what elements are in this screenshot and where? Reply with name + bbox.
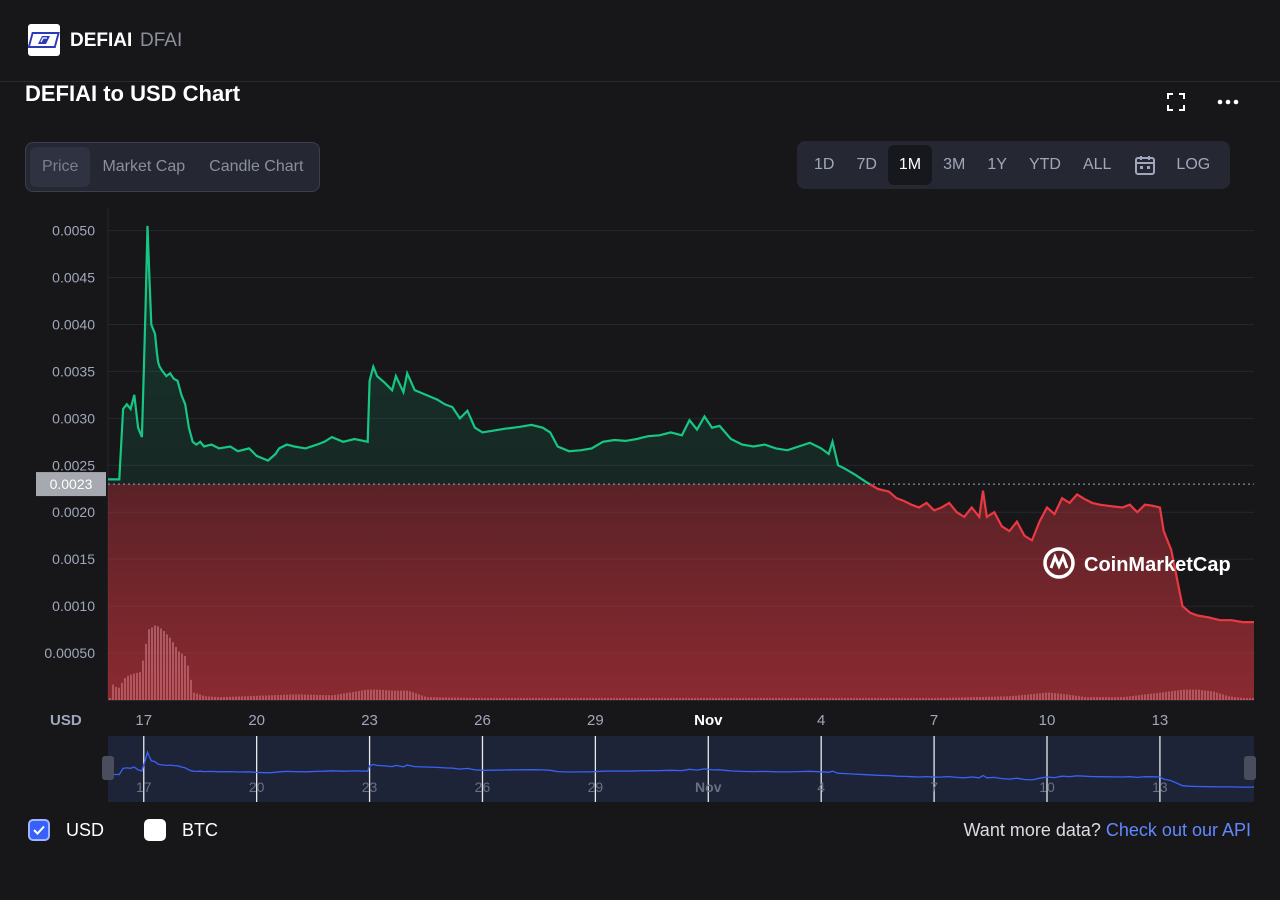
y-tick-label-9: 0.0050	[52, 223, 95, 239]
y-tick-label-6: 0.0035	[52, 363, 95, 379]
y-tick-label-4: 0.0025	[52, 457, 95, 473]
range-1m[interactable]: 1M	[887, 145, 933, 185]
date-range-button[interactable]	[1122, 145, 1168, 185]
y-tick-label-0: 0.00050	[44, 645, 95, 661]
chart-title: DEFIAI to USD Chart	[25, 81, 241, 106]
tab-price[interactable]: Price	[30, 147, 91, 187]
more-data-text: Want more data?	[963, 820, 1101, 840]
x-tick-label-7: 7	[930, 712, 938, 729]
y-tick-label-2: 0.0015	[52, 551, 95, 567]
btc-label: BTC	[182, 819, 219, 840]
reference-price-label: 0.0023	[50, 476, 93, 492]
price-area-down	[108, 484, 1254, 700]
tab-market-cap[interactable]: Market Cap	[102, 158, 186, 175]
price-line-up	[108, 225, 872, 485]
navigator[interactable]: 17 20 23 26 29 Nov 4 7 10 13	[102, 736, 1256, 802]
currency-toggles: USD BTC	[28, 819, 258, 841]
y-tick-label-7: 0.0040	[52, 316, 95, 332]
y-axis-labels: 0.00050 0.0010 0.0015 0.0020 0.0025 0.0030 0.0…	[44, 223, 95, 661]
navigator-background	[108, 736, 1254, 802]
price-chart[interactable]: 0.00050 0.0010 0.0015 0.0020 0.0025 0.0030 0.0…	[0, 200, 1280, 810]
more-options-button[interactable]	[1214, 88, 1242, 116]
x-tick-label-1: 20	[248, 712, 265, 729]
navigator-grid	[143, 736, 1161, 802]
x-tick-label-6: 4	[817, 712, 825, 729]
usd-checkbox[interactable]	[28, 819, 50, 841]
range-all[interactable]: ALL	[1082, 156, 1112, 173]
navigator-tick-label-5: Nov	[695, 779, 722, 795]
fullscreen-button[interactable]	[1162, 88, 1190, 116]
coin-symbol: DFAI	[140, 30, 183, 51]
time-range-selector: 1D 7D 1M 3M 1Y YTD ALL LOG	[797, 141, 1231, 189]
more-icon	[1217, 99, 1239, 105]
navigator-series	[108, 750, 1254, 788]
range-7d[interactable]: 7D	[856, 156, 877, 173]
y-tick-label-5: 0.0030	[52, 410, 95, 426]
watermark-text: CoinMarketCap	[1084, 554, 1231, 576]
reference-price-box	[36, 472, 106, 497]
fullscreen-icon	[1167, 93, 1185, 111]
y-tick-label-3: 0.0020	[52, 504, 95, 520]
range-ytd[interactable]: YTD	[1028, 156, 1061, 173]
coin-logo	[27, 24, 60, 56]
price-line-down	[867, 484, 1254, 624]
x-tick-label-4: 29	[587, 712, 604, 729]
x-tick-label-0: 17	[135, 712, 152, 729]
api-link[interactable]: Check out our API	[1105, 820, 1251, 840]
navigator-left-handle[interactable]	[102, 756, 114, 780]
btc-checkbox[interactable]	[144, 819, 167, 841]
navigator-right-handle[interactable]	[1244, 756, 1256, 780]
navigator-tick-label-2: 23	[362, 779, 378, 795]
y-tick-label-1: 0.0010	[52, 598, 95, 614]
navigator-tick-label-6: 4	[817, 779, 825, 795]
x-tick-label-3: 26	[474, 712, 491, 729]
tab-candle-chart[interactable]: Candle Chart	[209, 158, 304, 175]
x-tick-label-9: 13	[1152, 712, 1169, 729]
defiai-logo-icon	[27, 32, 60, 48]
y-tick-label-8: 0.0045	[52, 270, 95, 286]
range-1y[interactable]: 1Y	[987, 156, 1007, 173]
navigator-tick-label-1: 20	[249, 779, 265, 795]
navigator-labels: 17 20 23 26 29 Nov 4 7 10 13	[136, 779, 1168, 795]
navigator-tick-label-9: 13	[1152, 779, 1168, 795]
x-tick-label-5: Nov	[694, 712, 723, 729]
usd-label: USD	[66, 819, 105, 840]
coin-name: DEFIAI	[70, 30, 133, 51]
navigator-tick-label-8: 10	[1039, 779, 1055, 795]
watermark: CoinMarketCap	[1043, 547, 1231, 579]
calendar-icon	[1135, 156, 1156, 175]
navigator-tick-label-4: 29	[588, 779, 604, 795]
x-axis-labels: 17 20 23 26 29 Nov 4 7 10 13	[135, 712, 1168, 729]
x-tick-label-2: 23	[361, 712, 378, 729]
more-data-prompt: Want more data? Check out our API	[963, 820, 1251, 841]
navigator-tick-label-7: 7	[930, 779, 938, 795]
log-scale-toggle[interactable]: LOG	[1176, 156, 1211, 173]
range-3m[interactable]: 3M	[943, 156, 966, 173]
x-tick-label-8: 10	[1039, 712, 1056, 729]
range-1d[interactable]: 1D	[814, 156, 835, 173]
checkmark-icon	[33, 825, 45, 835]
top-bar: DEFIAI DFAI	[0, 0, 1280, 82]
chart-type-tabs: Price Market Cap Candle Chart	[25, 142, 321, 192]
navigator-tick-label-3: 26	[475, 779, 491, 795]
y-axis-unit: USD	[50, 712, 82, 729]
navigator-tick-label-0: 17	[136, 779, 152, 795]
